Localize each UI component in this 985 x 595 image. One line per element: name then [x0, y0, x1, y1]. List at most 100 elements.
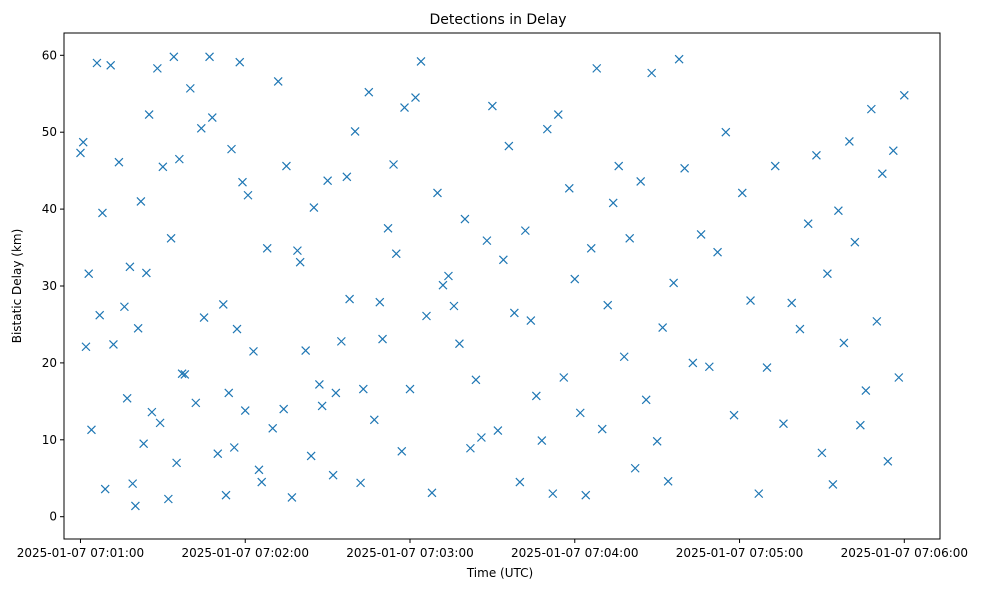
data-point: [531, 391, 541, 401]
data-point: [520, 226, 530, 236]
data-point: [713, 247, 722, 257]
data-point: [592, 63, 602, 73]
data-point: [279, 404, 289, 414]
y-tick-label: 50: [42, 125, 57, 139]
data-point: [570, 274, 580, 284]
data-point: [559, 373, 569, 382]
data-point: [331, 388, 341, 398]
data-point: [287, 493, 297, 502]
data-point: [174, 154, 184, 164]
data-point: [323, 176, 333, 186]
data-point: [833, 206, 843, 216]
data-point: [84, 269, 94, 279]
data-point: [704, 362, 714, 372]
data-point: [795, 324, 805, 334]
data-point: [350, 127, 360, 136]
data-point: [614, 161, 624, 171]
data-point: [397, 446, 407, 456]
data-point: [95, 310, 105, 320]
data-point: [180, 370, 190, 379]
data-point: [770, 161, 780, 171]
data-point: [122, 393, 132, 403]
data-point: [482, 236, 492, 246]
data-point: [205, 52, 214, 62]
data-point: [114, 157, 124, 167]
data-point: [476, 433, 486, 442]
data-point: [147, 407, 157, 417]
data-point: [133, 323, 143, 333]
data-point: [358, 384, 368, 394]
data-point: [861, 386, 871, 396]
data-point: [603, 300, 613, 310]
data-point: [696, 230, 706, 239]
y-tick-label: 0: [49, 510, 57, 524]
data-point: [498, 255, 508, 265]
data-points: [76, 52, 909, 511]
data-point: [106, 60, 116, 70]
data-point: [855, 420, 865, 430]
data-point: [81, 342, 91, 352]
data-point: [839, 338, 849, 348]
data-point: [227, 144, 236, 154]
chart-title: Detections in Delay: [429, 12, 566, 28]
data-point: [98, 208, 107, 218]
data-point: [389, 160, 398, 169]
data-point: [652, 436, 662, 446]
data-point: [812, 150, 821, 160]
data-point: [515, 477, 525, 487]
data-point: [416, 57, 426, 66]
x-tick-label: 2025-01-07 07:06:00: [841, 546, 968, 560]
data-point: [257, 477, 267, 487]
data-point: [553, 110, 563, 119]
data-point: [762, 363, 772, 372]
data-point: [238, 177, 247, 187]
data-point: [87, 425, 96, 435]
x-axis-label: Time (UTC): [466, 566, 533, 580]
data-point: [877, 169, 887, 179]
data-point: [139, 439, 149, 449]
data-point: [177, 369, 187, 379]
data-point: [232, 324, 242, 334]
data-point: [405, 384, 415, 394]
data-point: [295, 257, 305, 267]
data-point: [619, 352, 629, 362]
data-point: [828, 479, 838, 489]
data-point: [158, 162, 168, 172]
data-point: [207, 113, 217, 123]
data-point: [729, 410, 739, 420]
x-tick-label: 2025-01-07 07:01:00: [17, 546, 144, 560]
data-point: [342, 172, 352, 182]
data-point: [336, 336, 346, 346]
data-point: [822, 269, 832, 279]
y-tick-label: 10: [42, 433, 57, 447]
data-point: [465, 443, 475, 453]
data-point: [356, 478, 366, 488]
data-point: [378, 334, 387, 344]
data-point: [400, 103, 409, 113]
data-point: [411, 93, 420, 103]
data-point: [636, 176, 646, 186]
data-point: [779, 419, 788, 429]
data-point: [422, 311, 431, 321]
data-point: [548, 489, 558, 499]
data-point: [787, 298, 797, 308]
data-point: [844, 137, 854, 146]
data-point: [76, 148, 85, 158]
data-point: [586, 243, 596, 253]
x-axis-ticks: 2025-01-07 07:01:00 2025-01-07 07:02:00 20…: [17, 539, 968, 560]
data-point: [658, 323, 668, 332]
data-point: [125, 262, 135, 272]
plot-frame: [63, 32, 941, 540]
data-point: [674, 54, 684, 64]
data-point: [306, 451, 316, 461]
x-tick-label: 2025-01-07 07:03:00: [346, 546, 473, 560]
data-point: [641, 395, 651, 405]
data-point: [866, 104, 876, 114]
data-point: [78, 137, 88, 147]
data-point: [449, 301, 459, 311]
data-point: [155, 418, 165, 428]
data-point: [166, 233, 176, 243]
